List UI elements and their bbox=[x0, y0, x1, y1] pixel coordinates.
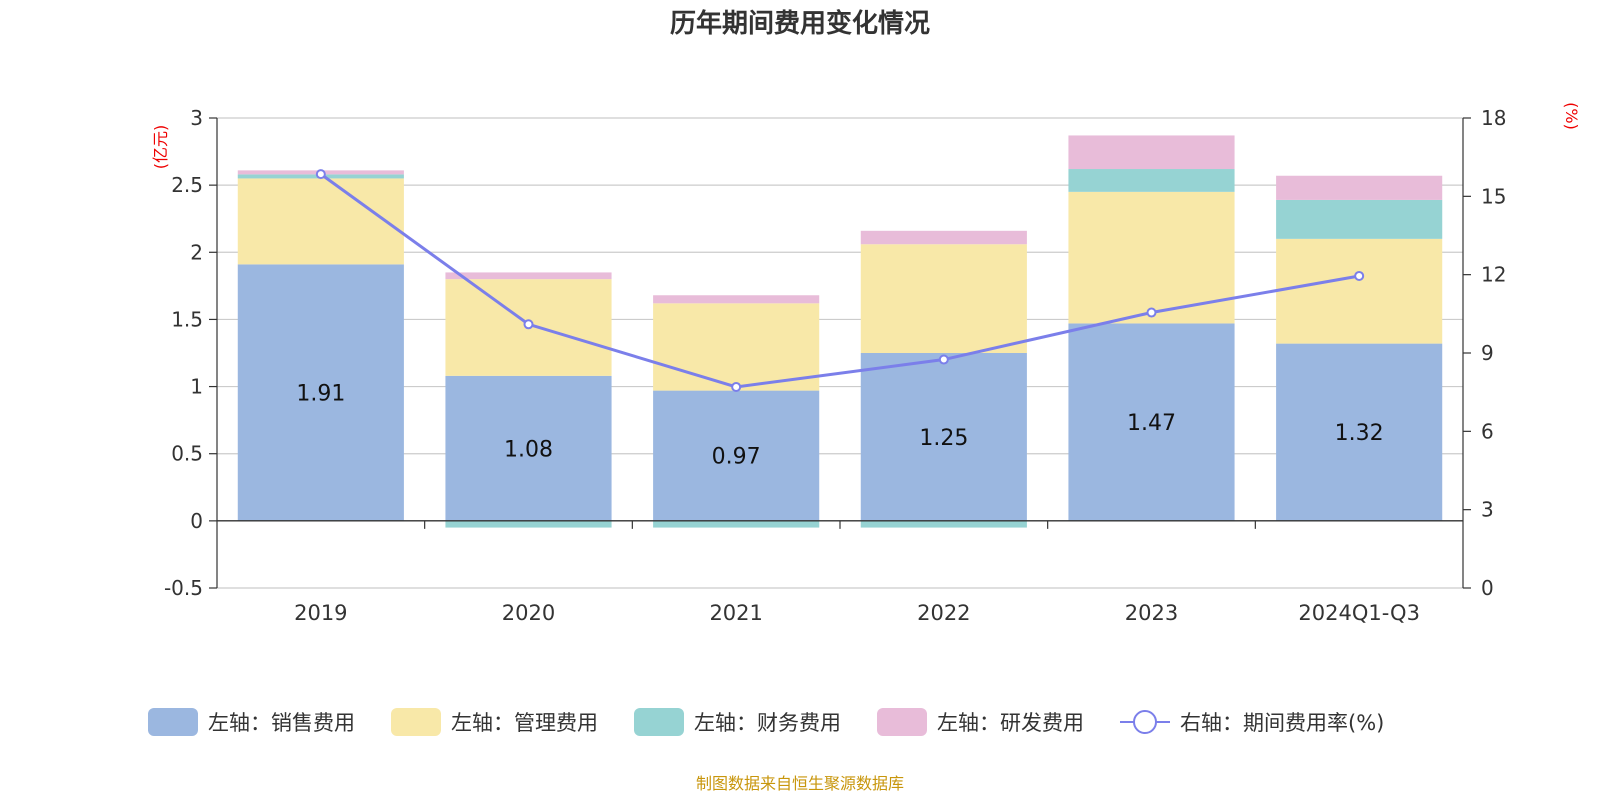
bar-segment bbox=[445, 375, 612, 521]
left-tick-label: 0 bbox=[190, 509, 203, 533]
x-tick-label: 2023 bbox=[1125, 601, 1178, 625]
bar-labels: 1.91 1.08 0.97 1.25 1.47 1.32 bbox=[296, 382, 1383, 470]
x-tick-label: 2024Q1-Q3 bbox=[1298, 601, 1420, 625]
source-note: 制图数据来自恒生聚源数据库 bbox=[696, 774, 904, 793]
right-tick-label: 6 bbox=[1481, 419, 1494, 443]
legend-swatch bbox=[148, 708, 198, 736]
legend: 左轴：销售费用 左轴：管理费用 左轴：财务费用 左轴：研发费用 右轴：期间费用率(%) bbox=[148, 708, 1384, 736]
bar-value-label: 1.91 bbox=[296, 382, 345, 407]
bar-segment bbox=[1276, 343, 1443, 521]
axes: -0.5 0 0.5 1 1.5 2 2.5 3 0 3 6 9 12 15 18 2019 2020 2021 2… bbox=[164, 106, 1506, 625]
x-tick-label: 2022 bbox=[917, 601, 970, 625]
bar-segment bbox=[1068, 135, 1235, 170]
x-tick-label: 2021 bbox=[709, 601, 762, 625]
expense-rate-point bbox=[315, 169, 326, 180]
bar-segment bbox=[237, 264, 404, 521]
left-tick-label: -0.5 bbox=[164, 576, 203, 600]
legend-label: 左轴：财务费用 bbox=[694, 711, 841, 735]
right-tick-label: 9 bbox=[1481, 341, 1494, 365]
left-tick-label: 2.5 bbox=[171, 173, 203, 197]
legend-swatch bbox=[634, 708, 684, 736]
x-tick-label: 2020 bbox=[502, 601, 555, 625]
chart-title: 历年期间费用变化情况 bbox=[670, 8, 930, 39]
right-tick-label: 15 bbox=[1481, 184, 1506, 208]
bar-segment bbox=[860, 244, 1027, 353]
bar-segment bbox=[860, 230, 1027, 245]
right-axis-unit: (%) bbox=[1562, 102, 1581, 130]
right-tick-label: 3 bbox=[1481, 498, 1494, 522]
bar-segment bbox=[860, 353, 1027, 521]
left-axis-unit: (亿元) bbox=[151, 125, 170, 170]
bar-segment bbox=[1276, 238, 1443, 344]
right-tick-label: 12 bbox=[1481, 263, 1506, 287]
expense-rate-line bbox=[319, 172, 1360, 389]
line-series bbox=[315, 169, 1365, 392]
legend-swatch bbox=[877, 708, 927, 736]
expense-rate-point bbox=[1146, 307, 1157, 318]
bar-value-label: 1.25 bbox=[919, 426, 968, 451]
bar-value-label: 0.97 bbox=[712, 445, 761, 470]
bar-value-label: 1.32 bbox=[1335, 421, 1384, 446]
bar-segment bbox=[1068, 323, 1235, 521]
bar-segment bbox=[860, 520, 1027, 528]
legend-label: 左轴：管理费用 bbox=[451, 711, 598, 735]
bar-segment bbox=[653, 303, 820, 391]
right-tick-label: 18 bbox=[1481, 106, 1506, 130]
right-tick-label: 0 bbox=[1481, 576, 1494, 600]
expense-rate-point bbox=[523, 319, 534, 330]
expense-rate-point bbox=[731, 381, 742, 392]
expense-rate-point bbox=[1354, 270, 1365, 281]
left-tick-label: 1 bbox=[190, 375, 203, 399]
legend-swatch bbox=[391, 708, 441, 736]
left-tick-label: 2 bbox=[190, 240, 203, 264]
bar-segment bbox=[1276, 199, 1443, 239]
bar-segment bbox=[445, 272, 612, 280]
x-tick-label: 2019 bbox=[294, 601, 347, 625]
bar-segment bbox=[1276, 175, 1443, 200]
bar-series bbox=[237, 135, 1443, 528]
legend-label: 左轴：销售费用 bbox=[208, 711, 355, 735]
bar-segment bbox=[237, 178, 404, 265]
left-tick-label: 1.5 bbox=[171, 307, 203, 331]
bar-segment bbox=[653, 520, 820, 528]
legend-label: 右轴：期间费用率(%) bbox=[1180, 711, 1384, 735]
bar-segment bbox=[445, 520, 612, 528]
bar-segment bbox=[653, 295, 820, 304]
left-tick-label: 0.5 bbox=[171, 442, 203, 466]
expense-rate-point bbox=[938, 354, 949, 365]
bar-segment bbox=[653, 390, 820, 521]
bar-value-label: 1.47 bbox=[1127, 411, 1176, 436]
bar-segment bbox=[1068, 169, 1235, 192]
legend-marker bbox=[1133, 710, 1157, 734]
bar-value-label: 1.08 bbox=[504, 437, 553, 462]
left-tick-label: 3 bbox=[190, 106, 203, 130]
legend-label: 左轴：研发费用 bbox=[937, 711, 1084, 735]
